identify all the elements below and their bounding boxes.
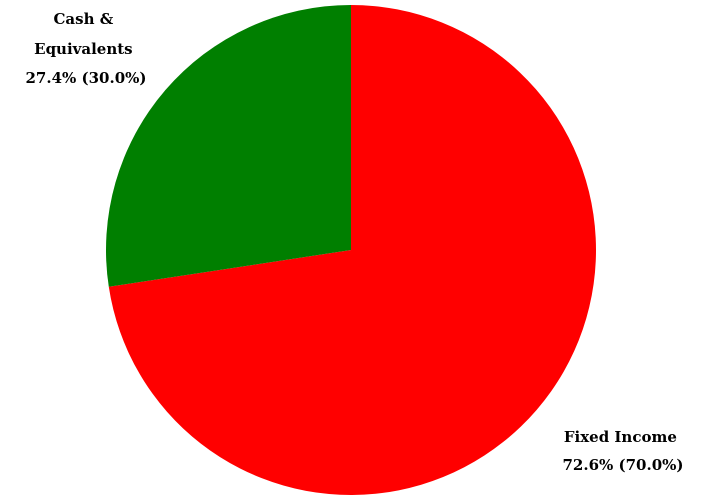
pie-slice-fixed-income [108, 5, 596, 495]
pie-slices [105, 5, 596, 495]
label-fixed-income-line-1: Fixed Income [564, 428, 677, 446]
label-cash-equivalents-value: 27.4% (30.0%) [26, 69, 147, 87]
label-cash-equivalents-line-1: Cash & [53, 10, 113, 28]
pie-slice-cash-equivalents [105, 5, 352, 287]
label-fixed-income-value: 72.6% (70.0%) [563, 456, 684, 474]
label-cash-equivalents: Cash & Equivalents 27.4% (30.0%) [26, 10, 147, 87]
label-cash-equivalents-line-2: Equivalents [34, 40, 132, 58]
label-fixed-income: Fixed Income 72.6% (70.0%) [563, 428, 684, 474]
